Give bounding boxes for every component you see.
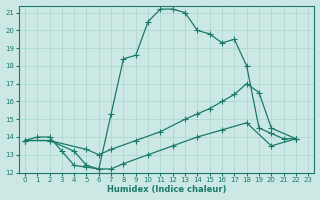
X-axis label: Humidex (Indice chaleur): Humidex (Indice chaleur)	[107, 185, 226, 194]
